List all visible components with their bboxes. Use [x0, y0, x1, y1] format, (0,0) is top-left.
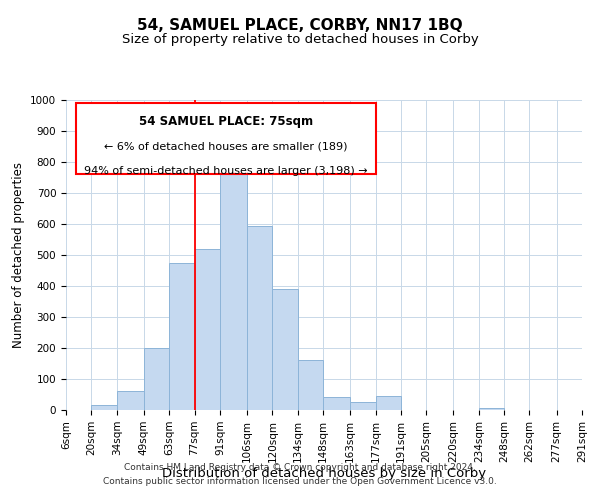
- Text: 94% of semi-detached houses are larger (3,198) →: 94% of semi-detached houses are larger (…: [84, 166, 368, 176]
- Bar: [376, 396, 401, 410]
- Bar: [479, 408, 504, 410]
- Text: Contains public sector information licensed under the Open Government Licence v3: Contains public sector information licen…: [103, 477, 497, 486]
- Bar: [323, 397, 350, 410]
- Text: 54, SAMUEL PLACE, CORBY, NN17 1BQ: 54, SAMUEL PLACE, CORBY, NN17 1BQ: [137, 18, 463, 32]
- FancyBboxPatch shape: [76, 103, 376, 174]
- Text: Size of property relative to detached houses in Corby: Size of property relative to detached ho…: [122, 32, 478, 46]
- Bar: [144, 348, 169, 410]
- Bar: [220, 174, 247, 410]
- Bar: [116, 392, 144, 410]
- Bar: [272, 289, 298, 410]
- Y-axis label: Number of detached properties: Number of detached properties: [11, 162, 25, 348]
- Bar: [194, 249, 220, 410]
- Text: Contains HM Land Registry data © Crown copyright and database right 2024.: Contains HM Land Registry data © Crown c…: [124, 464, 476, 472]
- Bar: [247, 226, 272, 410]
- Text: 54 SAMUEL PLACE: 75sqm: 54 SAMUEL PLACE: 75sqm: [139, 115, 313, 128]
- Bar: [350, 402, 376, 410]
- Bar: [169, 263, 194, 410]
- Text: ← 6% of detached houses are smaller (189): ← 6% of detached houses are smaller (189…: [104, 142, 348, 152]
- Bar: [91, 406, 116, 410]
- Bar: [298, 360, 323, 410]
- X-axis label: Distribution of detached houses by size in Corby: Distribution of detached houses by size …: [162, 468, 486, 480]
